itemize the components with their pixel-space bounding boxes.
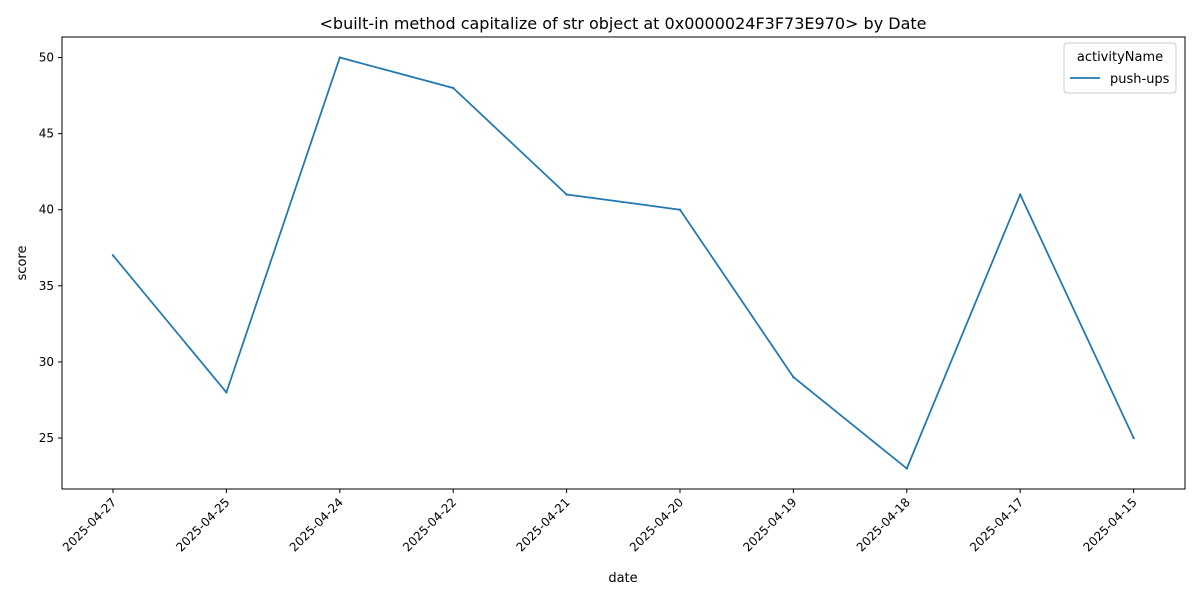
data-point: [905, 467, 908, 470]
y-tick-label: 35: [39, 279, 54, 293]
x-axis-label: date: [608, 571, 637, 586]
data-point: [225, 391, 228, 394]
series-line-push-ups: [112, 56, 1135, 470]
data-point: [452, 86, 455, 90]
data-point: [678, 208, 682, 211]
y-tick-label: 25: [39, 431, 54, 445]
data-point: [565, 193, 568, 196]
y-tick-label: 30: [39, 355, 54, 369]
data-point: [792, 375, 795, 379]
data-point: [1132, 436, 1135, 440]
axes-frame: [61, 36, 1186, 490]
chart-title: <built-in method capitalize of str objec…: [320, 14, 927, 33]
data-point: [338, 56, 341, 59]
y-tick-label: 40: [39, 203, 54, 217]
data-point: [1019, 193, 1022, 196]
legend-label-push-ups: push-ups: [1110, 72, 1170, 87]
legend: activityName push-ups: [1063, 42, 1177, 94]
y-axis-label: score: [15, 246, 30, 281]
y-tick-label: 50: [39, 51, 54, 65]
legend-title: activityName: [1077, 50, 1163, 65]
y-tick-label: 45: [39, 127, 54, 141]
data-point: [111, 254, 115, 257]
legend-box: [1063, 42, 1177, 94]
